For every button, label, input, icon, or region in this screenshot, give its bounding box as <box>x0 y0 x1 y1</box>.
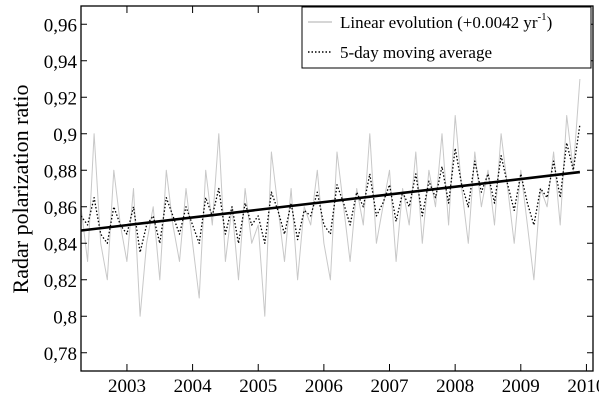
x-tick-label: 2006 <box>305 376 343 395</box>
y-tick-label: 0,8 <box>53 307 77 328</box>
x-tick-label: 2003 <box>108 376 146 395</box>
gray-raw-line <box>80 78 581 317</box>
y-axis-title: Radar polarization ratio <box>8 85 33 294</box>
x-tick-label: 2005 <box>239 376 277 395</box>
y-tick-label: 0,94 <box>44 52 78 73</box>
y-axis-ticks: 0,78 0,8 0,82 0,84 0,86 0,88 0,9 0,92 0,94 0,96 <box>44 15 593 365</box>
plot-frame <box>80 5 594 372</box>
y-tick-label: 0,9 <box>53 125 77 146</box>
gray-raw-series <box>80 78 581 317</box>
legend: Linear evolution (+0.0042 yr-1) 5-day mo… <box>301 6 592 69</box>
x-tick-label: 2009 <box>502 376 540 395</box>
linear-trend-line <box>80 170 581 232</box>
x-tick-label: 2008 <box>436 376 474 395</box>
y-tick-label: 0,92 <box>44 88 77 109</box>
y-tick-label: 0,82 <box>44 271 77 292</box>
legend-label-average: 5-day moving average <box>340 43 492 62</box>
linear-trend-series <box>80 170 581 232</box>
legend-label-linear: Linear evolution (+0.0042 yr-1) <box>340 11 552 32</box>
legend-box <box>301 6 592 69</box>
x-tick-label: 2004 <box>174 376 213 395</box>
y-tick-label: 0,96 <box>44 15 77 36</box>
y-tick-label: 0,78 <box>44 344 77 365</box>
y-tick-label: 0,88 <box>44 161 77 182</box>
y-tick-label: 0,86 <box>44 198 77 219</box>
y-tick-label: 0,84 <box>44 234 78 255</box>
x-tick-label: 2007 <box>371 376 409 395</box>
x-axis-ticks: 2003 2004 2005 2006 2007 2008 2009 2010 <box>108 6 599 395</box>
x-tick-label: 2010 <box>567 376 599 395</box>
